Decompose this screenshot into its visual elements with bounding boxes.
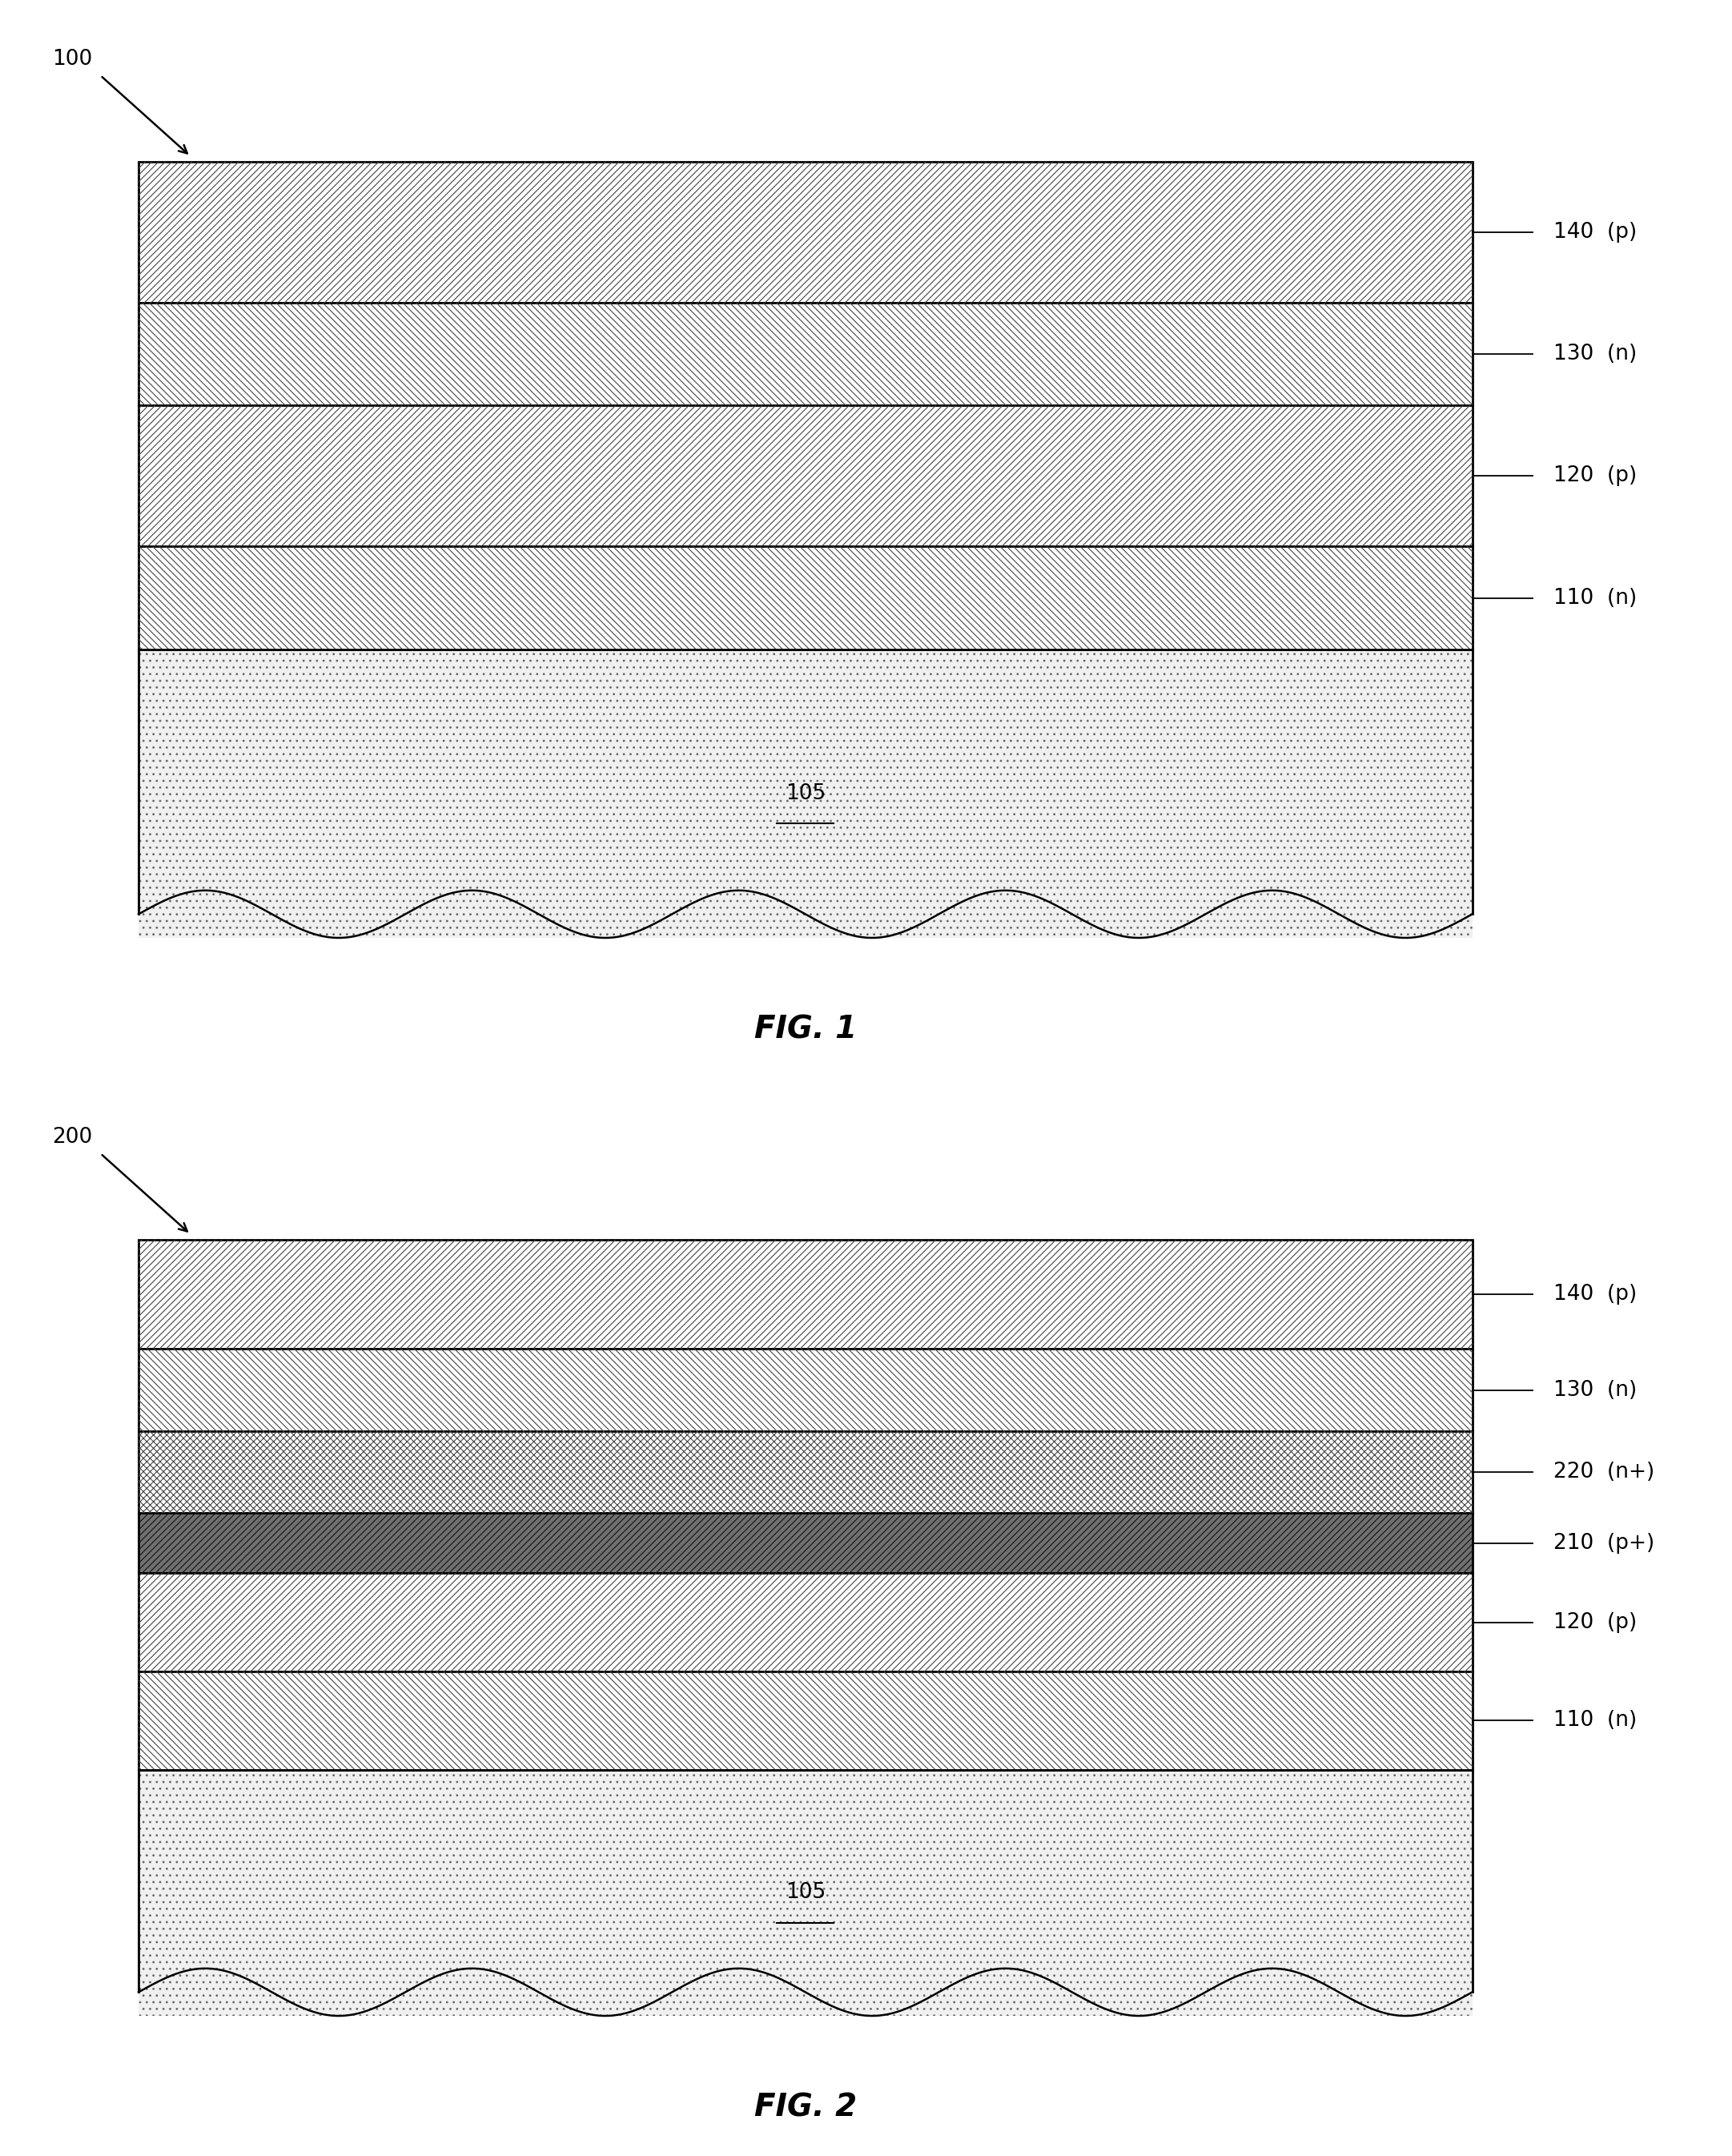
Bar bbox=[139, 649, 1472, 938]
Bar bbox=[139, 1514, 1472, 1574]
Bar bbox=[139, 162, 1472, 302]
Bar bbox=[139, 302, 1472, 405]
Text: 120  (p): 120 (p) bbox=[1554, 466, 1637, 487]
Bar bbox=[139, 1350, 1472, 1432]
Bar bbox=[139, 162, 1472, 302]
Text: 110  (n): 110 (n) bbox=[1554, 586, 1637, 608]
Bar bbox=[139, 548, 1472, 649]
Bar bbox=[139, 405, 1472, 548]
Bar bbox=[139, 1432, 1472, 1514]
Bar bbox=[139, 405, 1472, 548]
Text: 220  (n+): 220 (n+) bbox=[1554, 1462, 1654, 1483]
Bar bbox=[139, 1574, 1472, 1671]
Bar bbox=[139, 1671, 1472, 1770]
Bar bbox=[139, 1671, 1472, 1770]
Text: 105: 105 bbox=[785, 783, 826, 804]
Bar bbox=[139, 1240, 1472, 1350]
Text: 120  (p): 120 (p) bbox=[1554, 1613, 1637, 1632]
Bar bbox=[139, 548, 1472, 649]
Text: FIG. 1: FIG. 1 bbox=[753, 1013, 857, 1046]
Text: 110  (n): 110 (n) bbox=[1554, 1710, 1637, 1731]
Bar bbox=[139, 302, 1472, 405]
Text: FIG. 2: FIG. 2 bbox=[753, 2091, 857, 2124]
Bar bbox=[139, 1770, 1472, 2016]
Bar bbox=[139, 1432, 1472, 1514]
Bar bbox=[139, 1574, 1472, 1671]
Text: 105: 105 bbox=[785, 1882, 826, 1904]
Bar bbox=[139, 1240, 1472, 1350]
Bar bbox=[139, 1350, 1472, 1432]
Text: 130  (n): 130 (n) bbox=[1554, 343, 1637, 364]
Text: 130  (n): 130 (n) bbox=[1554, 1380, 1637, 1401]
Text: 140  (p): 140 (p) bbox=[1554, 1285, 1637, 1304]
Bar bbox=[139, 649, 1472, 938]
Bar bbox=[139, 1770, 1472, 2016]
Text: 100: 100 bbox=[52, 47, 92, 69]
Bar bbox=[139, 1514, 1472, 1574]
Text: 210  (p+): 210 (p+) bbox=[1554, 1533, 1654, 1554]
Text: 140  (p): 140 (p) bbox=[1554, 222, 1637, 244]
Text: 200: 200 bbox=[52, 1125, 92, 1147]
